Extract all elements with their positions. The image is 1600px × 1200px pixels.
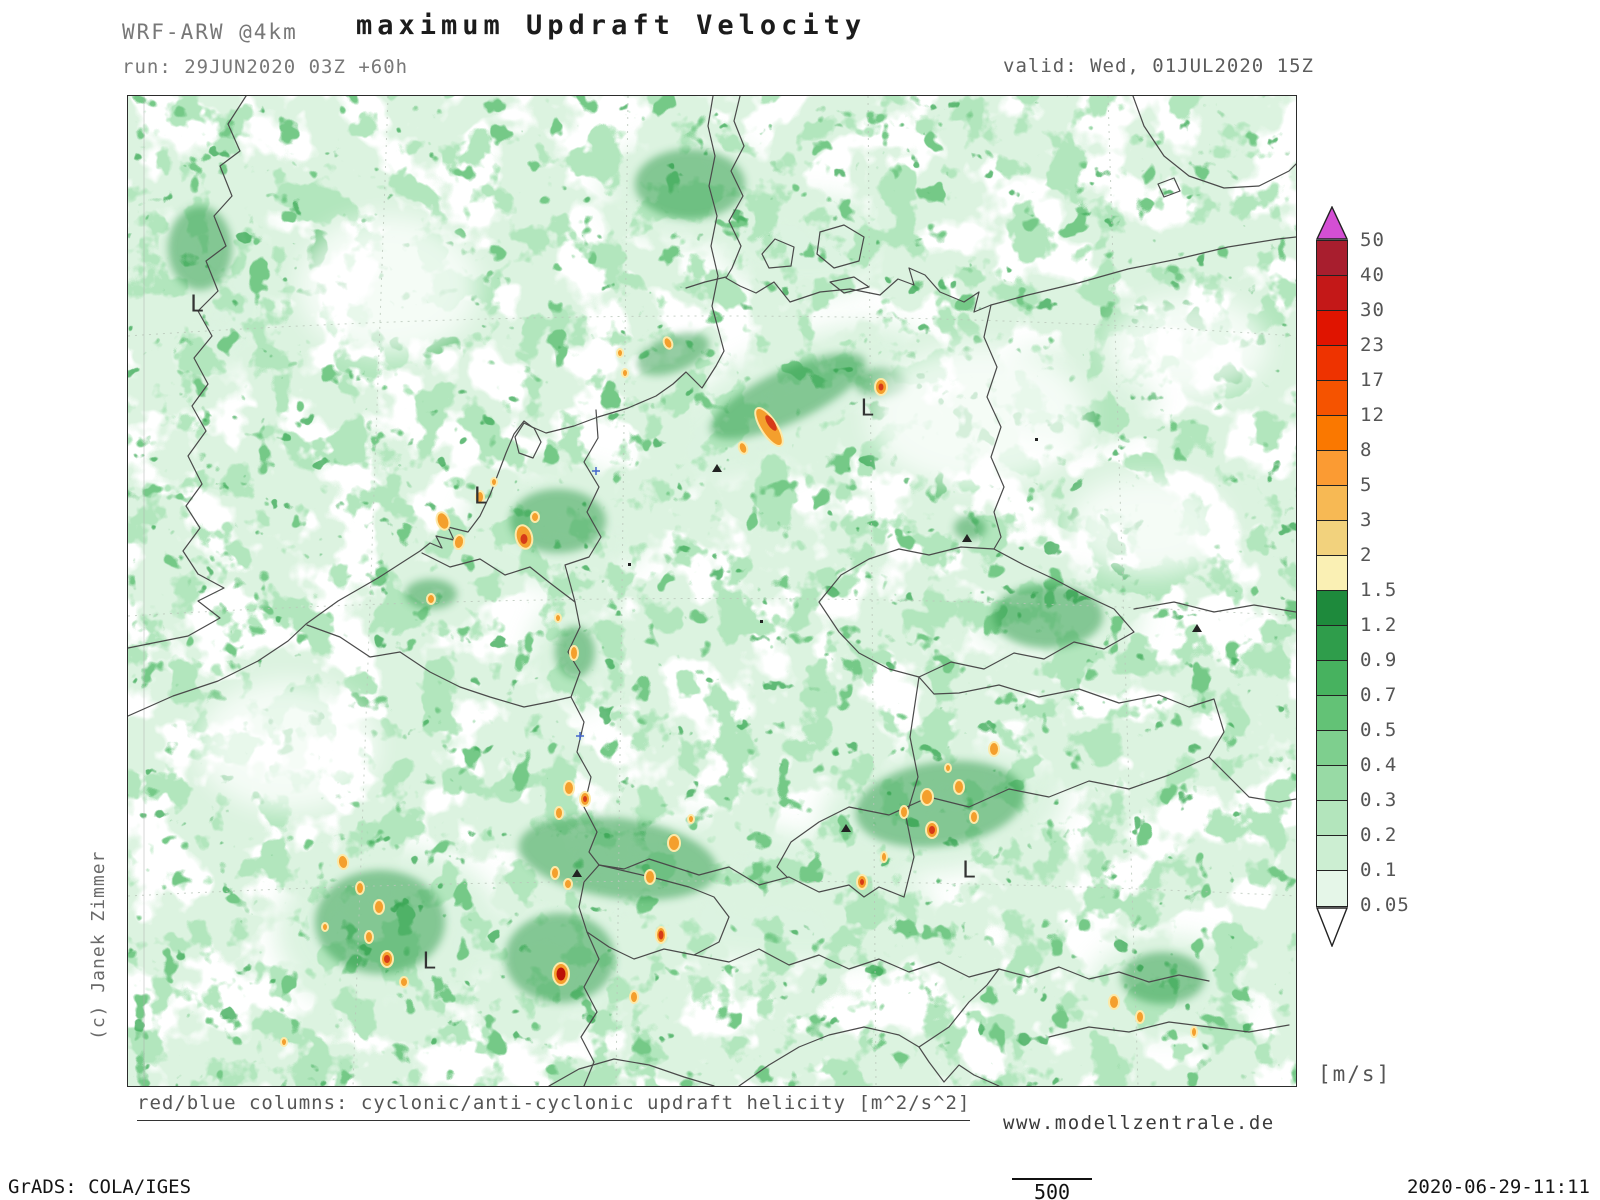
legend-tick-label: 0.3 (1360, 789, 1398, 811)
sweden-coast (1132, 96, 1296, 189)
legend-tick-label: 1.2 (1360, 614, 1398, 636)
britain-coast (128, 96, 247, 649)
creation-timestamp: 2020-06-29-11:11 (1406, 1176, 1590, 1198)
austria-hungary-border (1208, 756, 1296, 803)
map-svg (128, 96, 1296, 1086)
slovakia-poland-border (1133, 601, 1296, 613)
legend-tick-label: 12 (1360, 404, 1385, 426)
legend-tick-label: 0.9 (1360, 649, 1398, 671)
convective-hotspots (280, 336, 1198, 1047)
legend-tick-label: 0.1 (1360, 859, 1398, 881)
legend-tick-label: 5 (1360, 474, 1373, 496)
legend-above-arrow (1316, 206, 1348, 240)
legend-tick-label: 0.2 (1360, 824, 1398, 846)
distance-scale: 500 (1012, 1178, 1092, 1200)
legend-cell (1317, 241, 1347, 276)
legend-cell (1317, 661, 1347, 696)
colorbar-legend: 50 40 30 23 17 12 8 5 3 2 1.5 1.2 0.9 0.7 0.5 0.4 0.3 0.2… (1316, 206, 1446, 947)
france-italy-border (580, 931, 600, 1086)
netherlands-germany-border (564, 409, 602, 603)
denmark-germany-border (685, 276, 727, 289)
legend-tick-label: 0.4 (1360, 754, 1398, 776)
low-pressure-marker: L (189, 291, 204, 318)
croatia-hungary-border (1048, 1021, 1290, 1038)
legend-cell (1317, 696, 1347, 731)
legend-cell (1317, 276, 1347, 311)
legend-cell (1317, 486, 1347, 521)
legend-cell (1317, 521, 1347, 556)
author-credit: (c) Janek Zimmer (88, 850, 109, 1040)
legend-tick-label: 1.5 (1360, 579, 1398, 601)
drava-border (998, 966, 1210, 983)
low-pressure-marker: L (860, 395, 875, 422)
legend-cell (1317, 871, 1347, 906)
helicity-note: red/blue columns: cyclonic/anti-cyclonic… (137, 1092, 971, 1121)
grads-credit: GrADS: COLA/IGES (8, 1176, 192, 1198)
legend-tick-label: 23 (1360, 334, 1385, 356)
legend-cell (1317, 591, 1347, 626)
germany-south-border (598, 858, 905, 898)
strong-updraft-bands (168, 149, 1205, 1004)
adriatic-coast (738, 1026, 1000, 1086)
liguria-coast (548, 1058, 715, 1086)
legend-cell (1317, 836, 1347, 871)
austria-border (776, 676, 1225, 878)
legend-cell (1317, 556, 1347, 591)
hotspot-red-cores (384, 383, 935, 981)
legend-tick-label: 3 (1360, 509, 1373, 531)
legend-tick-label: 0.05 (1360, 894, 1410, 916)
clear-areas (198, 216, 1268, 811)
germany-poland-border (983, 304, 1005, 550)
low-pressure-marker: L (962, 857, 976, 884)
bavaria-austria-border (903, 676, 920, 898)
low-pressure-marker: L (422, 948, 437, 975)
legend-cell (1317, 381, 1347, 416)
continental-coast (128, 96, 725, 717)
legend-cell (1317, 766, 1347, 801)
country-borders (128, 96, 1296, 1086)
chart-title: maximum Updraft Velocity (356, 10, 867, 41)
legend-tick-label: 50 (1360, 229, 1385, 251)
danish-islands (514, 177, 1181, 459)
legend-cell (1317, 416, 1347, 451)
legend-tick-label: 0.5 (1360, 719, 1398, 741)
legend-tick-label: 2 (1360, 544, 1373, 566)
run-info: run: 29JUN2020 03Z +60h (122, 56, 409, 78)
peak-markers (572, 438, 1202, 877)
legend-cell (1317, 346, 1347, 381)
belgium-france-border (306, 624, 572, 708)
legend-cell (1317, 311, 1347, 346)
legend-tick-label: 0.7 (1360, 684, 1398, 706)
low-pressure-marker: L (473, 483, 488, 510)
legend-unit-label: [m/s] (1318, 1062, 1392, 1086)
legend-tick-label: 8 (1360, 439, 1373, 461)
valid-time: valid: Wed, 01JUL2020 15Z (1003, 55, 1314, 77)
jutland-baltic-coast (725, 96, 1296, 313)
czech-border (818, 546, 1135, 678)
legend-cell (1317, 451, 1347, 486)
legend-cell (1317, 801, 1347, 836)
updraft-speckle-field (128, 96, 1296, 1086)
legend-tick-label: 17 (1360, 369, 1385, 391)
slovenia-borders (918, 968, 1000, 1048)
legend-cell (1317, 731, 1347, 766)
cross-markers (576, 467, 600, 740)
legend-cell (1317, 626, 1347, 661)
legend-tick-label: 30 (1360, 299, 1385, 321)
legend-tick-label: 40 (1360, 264, 1385, 286)
map-frame: L L L L L (127, 95, 1297, 1087)
legend-cells (1316, 240, 1348, 907)
website-label: www.modellzentrale.de (1003, 1112, 1275, 1134)
legend-below-arrow (1316, 907, 1348, 947)
graticule (128, 96, 1296, 1086)
netherlands-belgium-border (421, 552, 576, 603)
alps-south-border (693, 948, 1000, 978)
model-name: WRF-ARW @4km (122, 20, 298, 44)
